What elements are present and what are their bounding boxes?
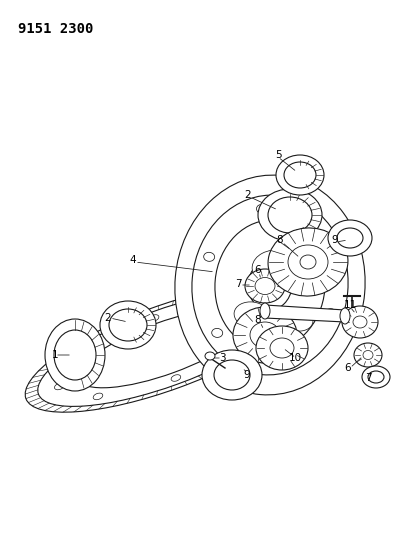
Ellipse shape bbox=[227, 296, 237, 303]
Text: 9151 2300: 9151 2300 bbox=[18, 22, 93, 36]
Ellipse shape bbox=[25, 284, 305, 412]
Ellipse shape bbox=[54, 330, 96, 380]
Ellipse shape bbox=[354, 343, 382, 367]
Text: 9: 9 bbox=[332, 235, 338, 245]
Ellipse shape bbox=[250, 322, 280, 348]
Polygon shape bbox=[265, 305, 345, 322]
Ellipse shape bbox=[268, 197, 312, 233]
Ellipse shape bbox=[276, 155, 324, 195]
Ellipse shape bbox=[214, 360, 250, 390]
Text: 1: 1 bbox=[52, 350, 58, 360]
Ellipse shape bbox=[205, 352, 215, 360]
Ellipse shape bbox=[284, 162, 316, 188]
Ellipse shape bbox=[326, 309, 336, 318]
Ellipse shape bbox=[45, 319, 105, 391]
Ellipse shape bbox=[283, 309, 313, 331]
Ellipse shape bbox=[368, 371, 384, 383]
Ellipse shape bbox=[234, 302, 270, 328]
Text: 5: 5 bbox=[275, 150, 281, 160]
Ellipse shape bbox=[245, 269, 285, 303]
Ellipse shape bbox=[337, 228, 363, 248]
Ellipse shape bbox=[260, 303, 270, 319]
Text: 7: 7 bbox=[235, 279, 241, 289]
Ellipse shape bbox=[300, 255, 316, 269]
Ellipse shape bbox=[256, 326, 308, 370]
Text: 7: 7 bbox=[365, 373, 371, 383]
Text: 2: 2 bbox=[245, 190, 251, 200]
Ellipse shape bbox=[215, 220, 325, 350]
Ellipse shape bbox=[93, 393, 103, 400]
Text: 8: 8 bbox=[277, 235, 283, 245]
Ellipse shape bbox=[272, 357, 284, 366]
Ellipse shape bbox=[266, 306, 275, 313]
Ellipse shape bbox=[79, 308, 252, 388]
Ellipse shape bbox=[38, 289, 292, 406]
Ellipse shape bbox=[340, 308, 350, 324]
Text: 6: 6 bbox=[345, 363, 351, 373]
Ellipse shape bbox=[317, 232, 328, 241]
Ellipse shape bbox=[149, 314, 159, 321]
Text: 11: 11 bbox=[343, 300, 357, 310]
Ellipse shape bbox=[258, 189, 322, 241]
Ellipse shape bbox=[268, 228, 348, 296]
Ellipse shape bbox=[55, 383, 64, 390]
Ellipse shape bbox=[248, 260, 292, 310]
Ellipse shape bbox=[270, 338, 294, 358]
Ellipse shape bbox=[256, 205, 268, 213]
Ellipse shape bbox=[353, 316, 367, 328]
Text: 4: 4 bbox=[130, 255, 136, 265]
Ellipse shape bbox=[233, 307, 297, 363]
Ellipse shape bbox=[252, 250, 308, 290]
Ellipse shape bbox=[109, 309, 147, 341]
Ellipse shape bbox=[328, 220, 372, 256]
Text: 10: 10 bbox=[289, 353, 302, 363]
Ellipse shape bbox=[202, 350, 262, 400]
Ellipse shape bbox=[363, 351, 373, 359]
Ellipse shape bbox=[242, 338, 252, 345]
Ellipse shape bbox=[100, 301, 156, 349]
Ellipse shape bbox=[171, 375, 181, 381]
Text: 9: 9 bbox=[244, 370, 250, 380]
Ellipse shape bbox=[288, 245, 328, 279]
Text: 6: 6 bbox=[255, 265, 261, 275]
Ellipse shape bbox=[175, 175, 365, 395]
Text: 8: 8 bbox=[255, 315, 261, 325]
Ellipse shape bbox=[212, 328, 223, 337]
Text: 3: 3 bbox=[219, 353, 225, 363]
Ellipse shape bbox=[342, 306, 378, 338]
Ellipse shape bbox=[255, 278, 275, 295]
Ellipse shape bbox=[362, 366, 390, 388]
Ellipse shape bbox=[78, 351, 88, 357]
Ellipse shape bbox=[204, 252, 215, 261]
Text: 2: 2 bbox=[105, 313, 111, 323]
Ellipse shape bbox=[192, 195, 348, 375]
